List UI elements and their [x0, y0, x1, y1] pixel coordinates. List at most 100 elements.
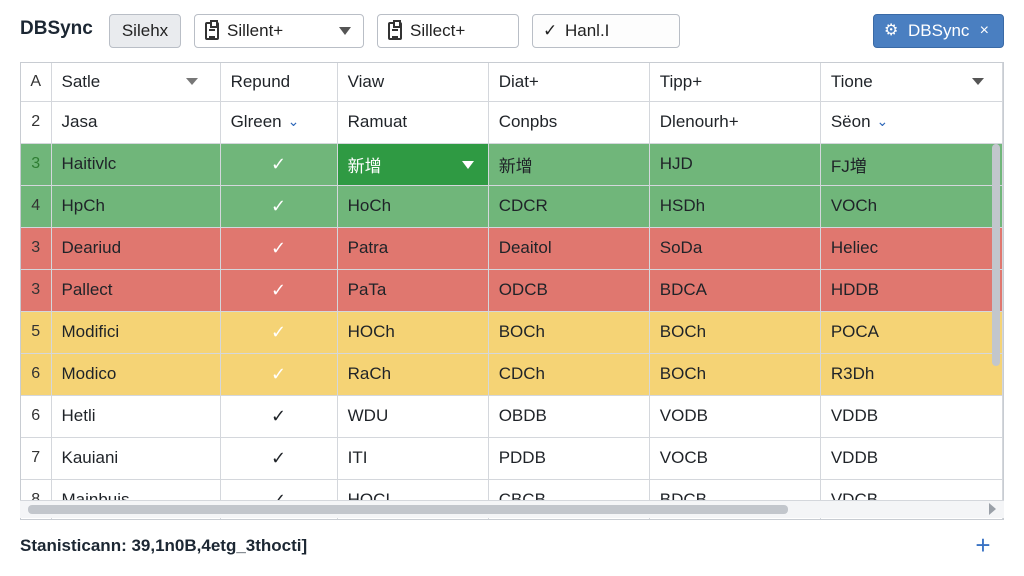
row-number: 4 — [21, 185, 52, 228]
check-icon[interactable]: ✓ — [220, 227, 338, 270]
table-cell[interactable]: OBDB — [488, 395, 650, 438]
table-cell[interactable]: Pallect — [51, 269, 221, 312]
chevron-down-icon[interactable]: ⌄ — [287, 113, 300, 129]
table-cell[interactable]: Hetli — [51, 395, 221, 438]
vertical-scroll-thumb[interactable] — [992, 144, 1000, 366]
table-cell[interactable]: CDCh — [488, 353, 650, 396]
column-header[interactable]: Viaw — [337, 63, 489, 102]
cell-text: Modifici — [61, 322, 120, 341]
column-header[interactable]: Diat+ — [488, 63, 650, 102]
column-header[interactable]: Repund — [220, 63, 338, 102]
sort-caret-icon[interactable] — [972, 78, 984, 85]
table-cell[interactable]: Jasa — [51, 101, 221, 144]
table-cell[interactable]: VDDB — [820, 437, 1003, 480]
table-cell[interactable]: Conpbs — [488, 101, 650, 144]
table-cell[interactable]: Deaitol — [488, 227, 650, 270]
column-header[interactable]: Tione — [820, 63, 1003, 102]
column-header[interactable]: Satle — [51, 63, 221, 102]
chevron-down-icon[interactable] — [461, 160, 474, 169]
table-cell[interactable]: HOCh — [337, 311, 489, 354]
table-cell[interactable]: PDDB — [488, 437, 650, 480]
table-cell[interactable]: VODB — [649, 395, 821, 438]
table-cell[interactable]: PaTa — [337, 269, 489, 312]
check-icon[interactable]: ✓ — [220, 353, 338, 396]
table-row[interactable]: 2 Jasa Glreen ⌄ Ramuat Conpbs Dlenourh+ Sëon ⌄ — [21, 101, 1003, 144]
vertical-scrollbar[interactable] — [988, 62, 1004, 502]
table-cell[interactable]: BDCA — [649, 269, 821, 312]
horizontal-scrollbar[interactable] — [20, 500, 1004, 518]
table-cell[interactable]: VOCB — [649, 437, 821, 480]
row-number: 7 — [21, 437, 52, 480]
table-cell[interactable]: ITI — [337, 437, 489, 480]
cell-text: RaCh — [347, 364, 392, 383]
cell-text: VODB — [659, 406, 708, 425]
check-icon[interactable]: ✓ — [220, 143, 338, 186]
table-cell[interactable]: SoDa — [649, 227, 821, 270]
table-cell[interactable]: FJ増 — [820, 143, 1003, 186]
table-cell[interactable]: 新增 — [488, 143, 650, 186]
check-icon[interactable]: ✓ — [220, 185, 338, 228]
silehx-label: Silehx — [121, 21, 169, 40]
hanl-button[interactable]: ✓ Hanl.I — [532, 14, 680, 48]
table-row[interactable]: 3 Deariud ✓ Patra Deaitol SoDa Heliec — [21, 227, 1003, 270]
silehx-button[interactable]: Silehx — [109, 14, 181, 48]
table-cell[interactable]: RaCh — [337, 353, 489, 396]
check-icon[interactable]: ✓ — [220, 395, 338, 438]
table-row[interactable]: 6 Hetli ✓ WDU OBDB VODB VDDB — [21, 395, 1003, 438]
toolbar: DBSync Silehx Sillent+ Sillect+ ✓ Hanl.I… — [0, 0, 1024, 62]
check-icon[interactable]: ✓ — [220, 269, 338, 312]
table-cell[interactable]: Deariud — [51, 227, 221, 270]
table-row[interactable]: 4 HpCh ✓ HoCh CDCR HSDh VOCh — [21, 185, 1003, 228]
table-cell[interactable]: Kauiani — [51, 437, 221, 480]
table-cell[interactable]: Dlenourh+ — [649, 101, 821, 144]
table-cell[interactable]: Modifici — [51, 311, 221, 354]
table-cell[interactable]: BOCh — [488, 311, 650, 354]
chevron-down-icon[interactable]: ⌄ — [876, 113, 889, 129]
table-cell[interactable]: Modico — [51, 353, 221, 396]
scroll-right-arrow-icon[interactable] — [989, 503, 996, 515]
table-row[interactable]: 5 Modifici ✓ HOCh BOCh BOCh POCA — [21, 311, 1003, 354]
table-cell[interactable]: HpCh — [51, 185, 221, 228]
horizontal-scroll-thumb[interactable] — [28, 505, 788, 514]
table-cell[interactable]: HSDh — [649, 185, 821, 228]
check-icon[interactable]: ✓ — [220, 437, 338, 480]
table-cell[interactable]: VDDB — [820, 395, 1003, 438]
cell-text: BOCh — [659, 322, 707, 341]
cell-text: Kauiani — [61, 448, 119, 467]
cell-editor-dropdown[interactable]: 新增 — [337, 143, 489, 186]
table-cell[interactable]: ODCB — [488, 269, 650, 312]
table-cell[interactable]: R3Dh — [820, 353, 1003, 396]
app-title: DBSync — [20, 18, 93, 39]
chevron-down-icon — [339, 27, 351, 35]
table-cell[interactable]: BOCh — [649, 353, 821, 396]
check-icon[interactable]: ✓ — [220, 311, 338, 354]
table-row[interactable]: 3 Pallect ✓ PaTa ODCB BDCA HDDB — [21, 269, 1003, 312]
table-cell[interactable]: BOCh — [649, 311, 821, 354]
table-cell[interactable]: Ramuat — [337, 101, 489, 144]
table-cell[interactable]: WDU — [337, 395, 489, 438]
sort-caret-icon[interactable] — [185, 78, 198, 85]
table-cell[interactable]: POCA — [820, 311, 1003, 354]
column-header[interactable]: Tipp+ — [649, 63, 821, 102]
table-cell[interactable]: Heliec — [820, 227, 1003, 270]
column-header[interactable]: A — [21, 63, 52, 102]
dbsync-tag-button[interactable]: ⚙ DBSync × — [873, 14, 1004, 48]
cell-text: BOCh — [659, 364, 707, 383]
table-row[interactable]: 3 Haitivlc ✓ 新增 新增 HJD FJ増 — [21, 143, 1003, 186]
table-cell[interactable]: HJD — [649, 143, 821, 186]
silent-dropdown[interactable]: Sillent+ — [194, 14, 364, 48]
table-row[interactable]: 6 Modico ✓ RaCh CDCh BOCh R3Dh — [21, 353, 1003, 396]
table-cell[interactable]: CDCR — [488, 185, 650, 228]
table-cell[interactable]: HDDB — [820, 269, 1003, 312]
table-cell[interactable]: VOCh — [820, 185, 1003, 228]
check-icon: ✓ — [543, 21, 558, 40]
table-row[interactable]: 7 Kauiani ✓ ITI PDDB VOCB VDDB — [21, 437, 1003, 480]
table-cell[interactable]: Sëon ⌄ — [820, 101, 1003, 144]
table-cell[interactable]: Patra — [337, 227, 489, 270]
table-cell[interactable]: Haitivlc — [51, 143, 221, 186]
table-cell[interactable]: Glreen ⌄ — [220, 101, 338, 144]
table-cell[interactable]: HoCh — [337, 185, 489, 228]
close-icon[interactable]: × — [979, 22, 989, 39]
sillect-button[interactable]: Sillect+ — [377, 14, 519, 48]
add-icon[interactable]: + — [975, 530, 991, 560]
